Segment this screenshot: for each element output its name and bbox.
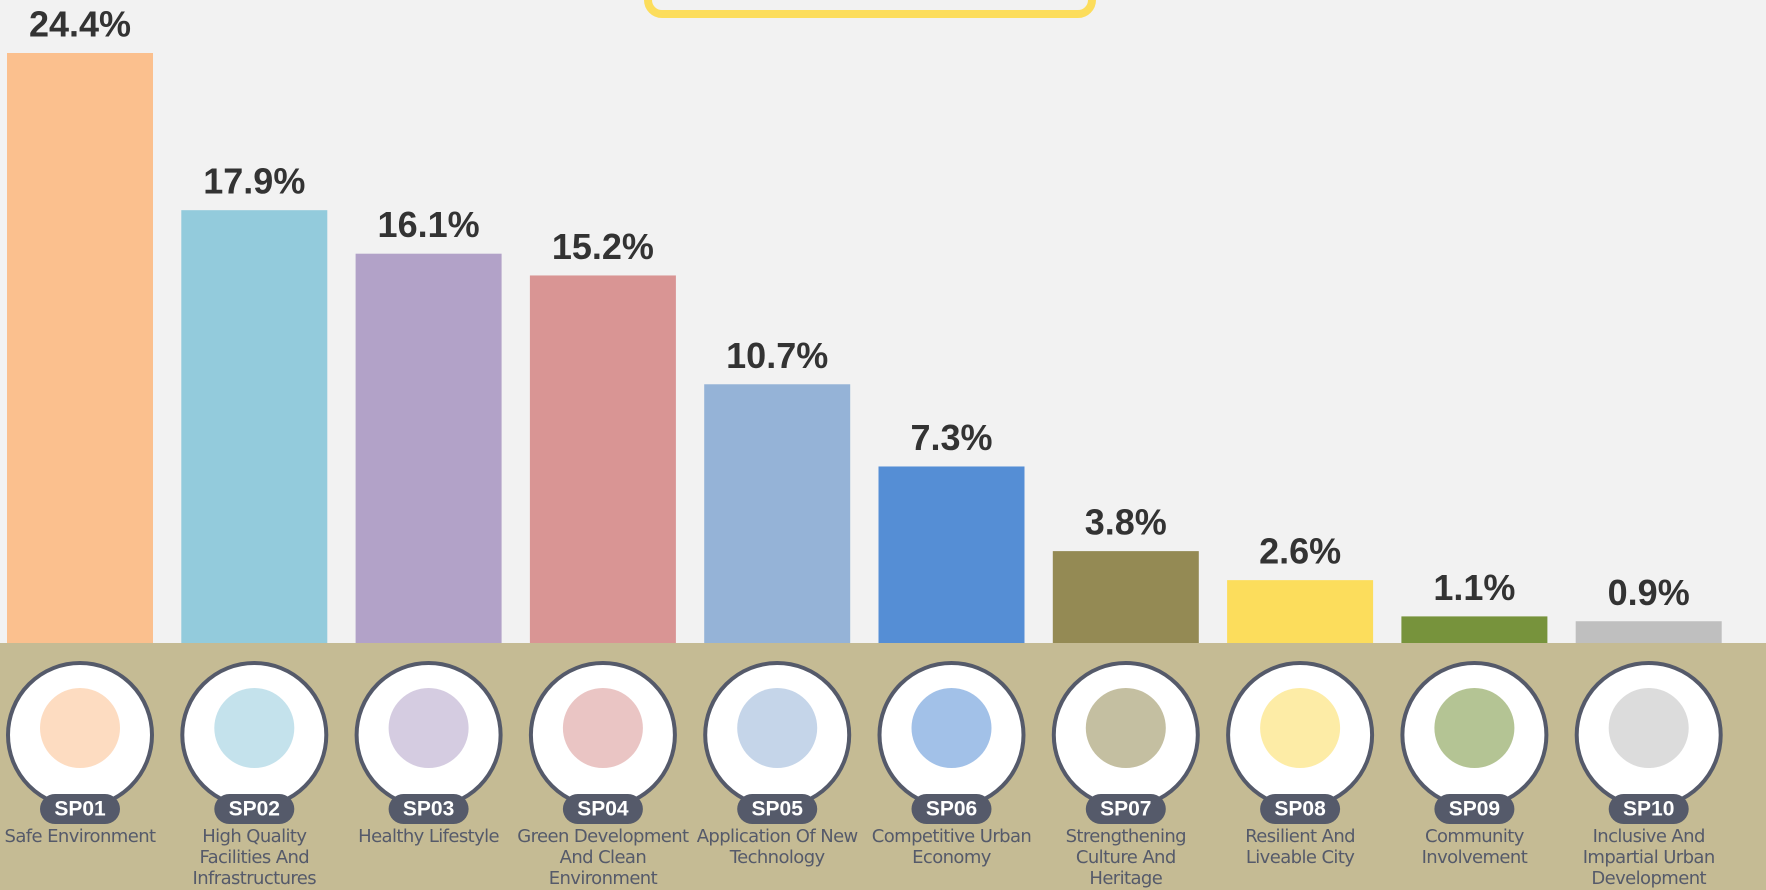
bar xyxy=(181,210,328,644)
icon-glyph xyxy=(214,688,295,768)
code-label: SP10 xyxy=(1623,798,1674,821)
code-label: SP05 xyxy=(752,798,804,821)
category-label: High Quality Facilities And Infrastructu… xyxy=(192,826,317,889)
code-label: SP07 xyxy=(1100,798,1151,821)
value-label: 16.1% xyxy=(378,204,480,245)
code-label: SP02 xyxy=(229,798,280,821)
category-label: Strengthening Culture And Heritage xyxy=(1065,826,1187,889)
icon-glyph xyxy=(1434,688,1515,768)
code-pill xyxy=(388,794,469,824)
code-label: SP09 xyxy=(1449,798,1500,821)
bar xyxy=(1227,580,1374,643)
icon-glyph xyxy=(562,688,643,768)
code-pill xyxy=(1260,794,1341,824)
icon-glyph xyxy=(1085,688,1166,768)
value-label: 1.1% xyxy=(1433,567,1515,608)
code-label: SP04 xyxy=(577,798,629,821)
icon-glyph xyxy=(1608,688,1689,768)
code-pill xyxy=(1085,794,1166,824)
code-label: SP03 xyxy=(403,798,454,821)
bar xyxy=(7,53,153,643)
code-pill xyxy=(1434,794,1515,824)
code-pill xyxy=(737,794,818,824)
code-pill xyxy=(911,794,992,824)
value-label: 10.7% xyxy=(726,335,828,376)
bar xyxy=(1052,551,1199,643)
value-label: 3.8% xyxy=(1085,502,1167,543)
title-frame xyxy=(644,0,1096,18)
category-label: Inclusive And Impartial Urban Developmen… xyxy=(1582,826,1716,889)
bar xyxy=(1575,621,1722,643)
code-label: SP06 xyxy=(926,798,977,821)
icon-glyph xyxy=(40,688,120,768)
category-label: Green Development And Clean Environment xyxy=(517,826,689,889)
bar xyxy=(529,275,676,643)
category-label: Resilient And Liveable City xyxy=(1245,826,1355,868)
category-label: Competitive Urban Economy xyxy=(871,826,1032,868)
code-label: SP01 xyxy=(54,798,106,821)
category-label: Healthy Lifestyle xyxy=(358,826,500,847)
category-label: Application Of New Technology xyxy=(696,826,859,868)
value-label: 7.3% xyxy=(910,417,992,458)
value-label: 0.9% xyxy=(1608,572,1690,613)
code-pill xyxy=(214,794,295,824)
value-label: 17.9% xyxy=(203,161,305,202)
code-pill xyxy=(562,794,643,824)
value-label: 2.6% xyxy=(1259,531,1341,572)
bar xyxy=(878,466,1025,643)
bar xyxy=(355,253,502,643)
value-label: 15.2% xyxy=(552,226,654,267)
value-label: 24.4% xyxy=(29,4,131,45)
category-label: Community Involvement xyxy=(1421,826,1528,868)
code-pill xyxy=(40,794,120,824)
icon-glyph xyxy=(388,688,469,768)
code-pill xyxy=(1608,794,1689,824)
icon-glyph xyxy=(1260,688,1341,768)
icon-glyph xyxy=(911,688,992,768)
bar xyxy=(704,384,851,643)
code-label: SP08 xyxy=(1274,798,1326,821)
bar xyxy=(1401,616,1548,643)
category-label: Safe Environment xyxy=(4,826,157,847)
icon-glyph xyxy=(737,688,818,768)
